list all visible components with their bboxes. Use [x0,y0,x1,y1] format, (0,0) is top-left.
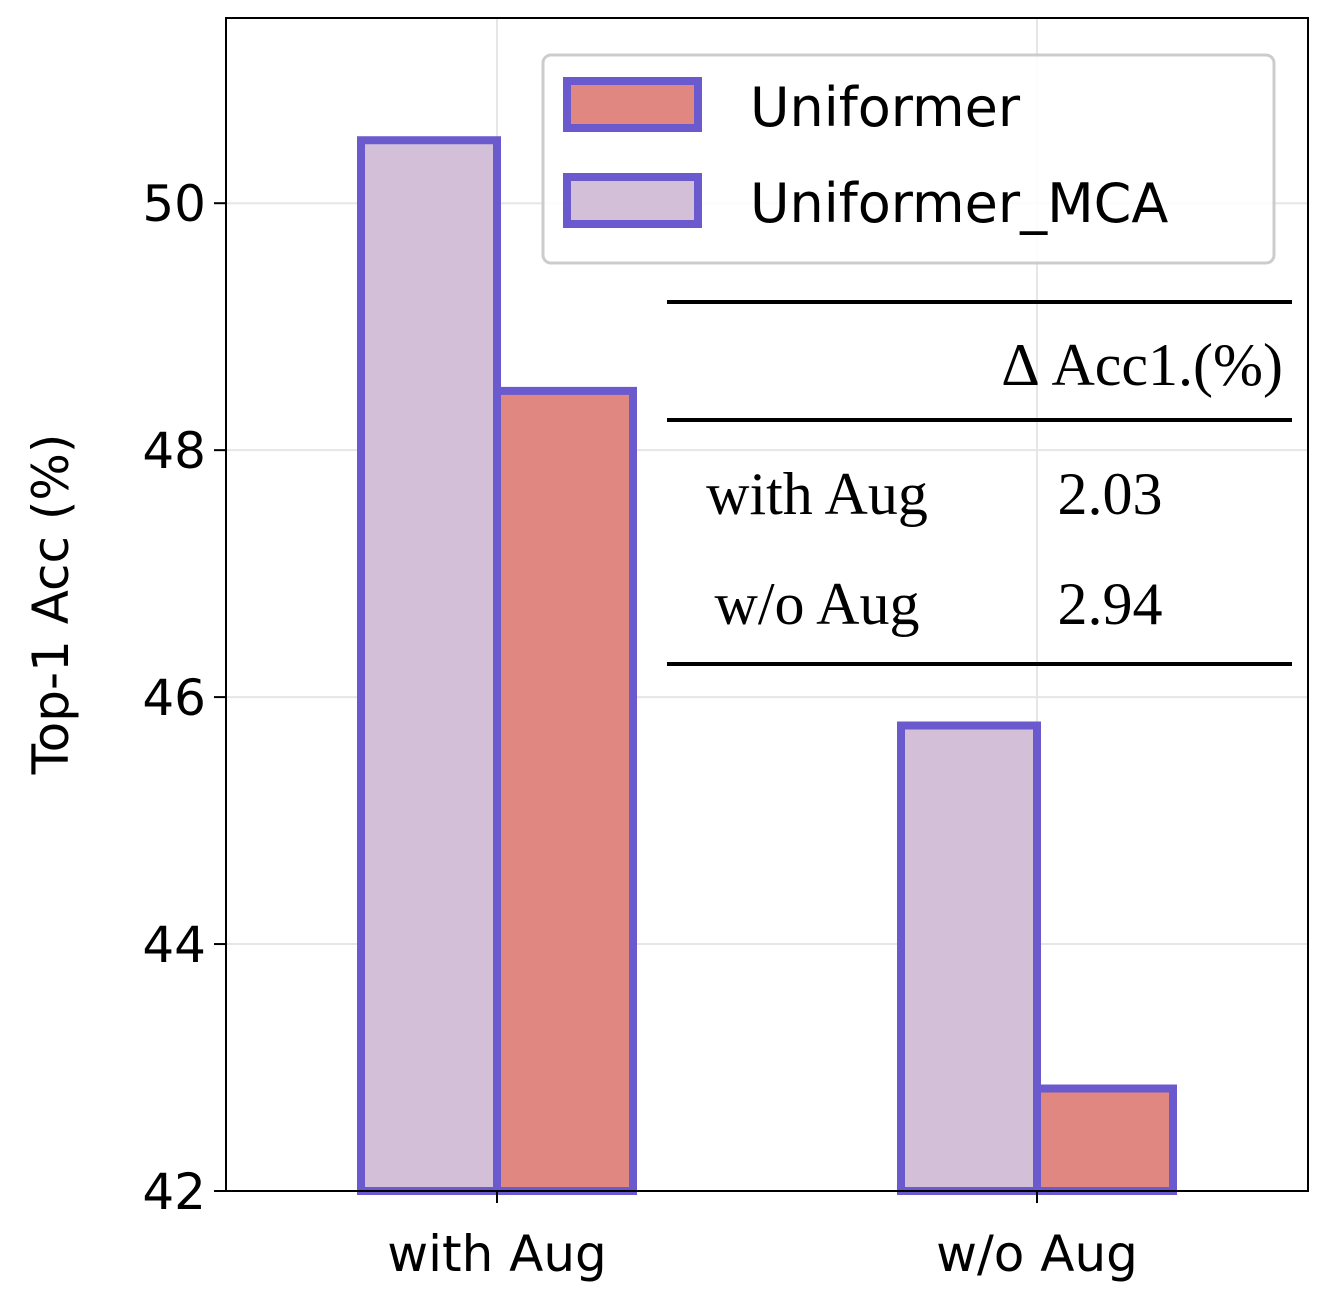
x-tick-label: w/o Aug [936,1225,1138,1283]
legend-swatch-uniformer-mca [563,173,702,228]
y-tick-label: 50 [142,175,206,233]
bar-uniformer [1033,1084,1177,1195]
legend-label-uniformer: Uniformer [750,76,1021,139]
legend-label-uniformer-mca: Uniformer_MCA [750,172,1168,235]
y-tick-label: 46 [142,669,206,727]
y-tick-label: 48 [142,422,206,480]
bar-uniformer-mca [357,136,501,1196]
table-row-label: with Aug [706,461,928,527]
legend-swatch-uniformer [563,77,702,132]
y-tick-label: 44 [142,916,206,974]
y-axis-label: Top-1 Acc (%) [22,434,80,776]
table-row-label: w/o Aug [714,571,919,637]
bar-uniformer-mca [897,721,1041,1195]
x-tick-label: with Aug [387,1225,607,1283]
table-row-value: 2.94 [1058,571,1163,637]
plot-frame [225,17,1309,1192]
y-tick-label: 42 [142,1163,206,1221]
ticks: 42 44 46 48 50 with Aug w/o Aug [142,175,1138,1283]
bar-uniformer [493,386,637,1196]
inset-table: Δ Acc1.(%) with Aug 2.03 w/o Aug 2.94 [667,300,1292,666]
table-header: Δ Acc1.(%) [1001,332,1283,398]
table-row-value: 2.03 [1058,461,1163,527]
legend-frame [541,53,1276,265]
legend: Uniformer Uniformer_MCA [541,53,1276,265]
